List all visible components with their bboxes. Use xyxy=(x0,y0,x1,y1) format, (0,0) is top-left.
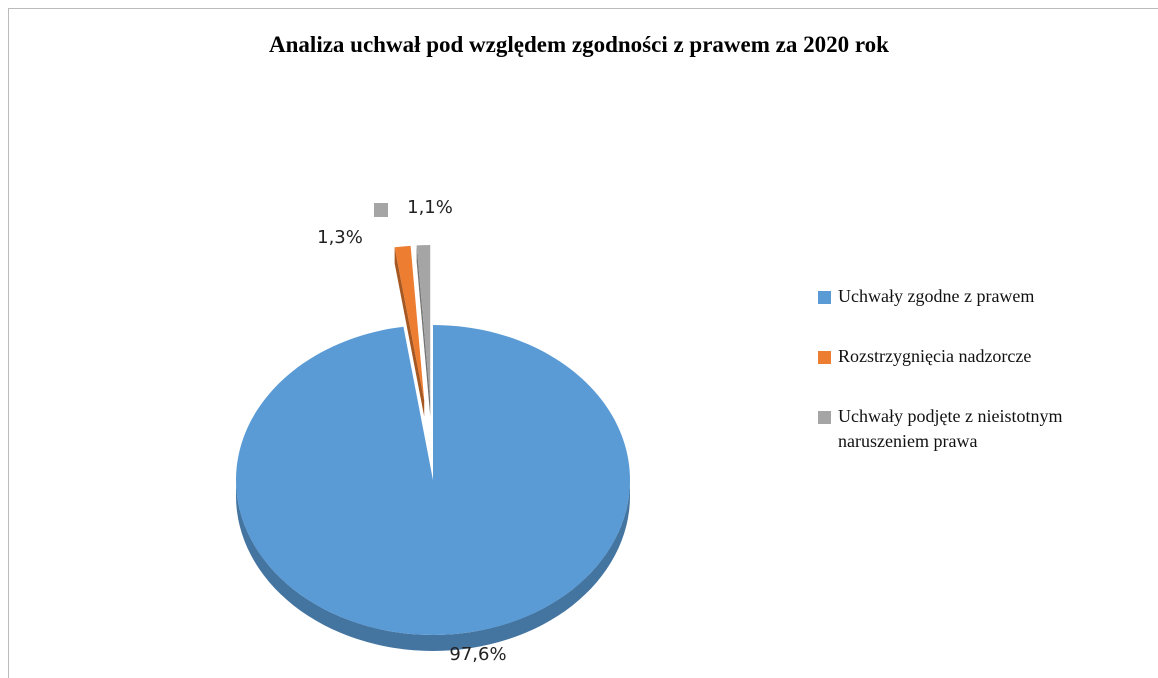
pie-slice-side xyxy=(394,247,425,417)
legend-label: Rozstrzygnięcia nadzorcze xyxy=(838,346,1032,366)
data-label: 1,1% xyxy=(407,197,453,218)
legend-item: Uchwały zgodne z prawem xyxy=(818,284,1148,309)
label-marker xyxy=(374,203,388,217)
pie-slice-group xyxy=(416,245,431,417)
pie-slice xyxy=(394,245,425,401)
pie-slice-group xyxy=(235,325,631,651)
legend-item: Rozstrzygnięcia nadzorcze xyxy=(818,344,1148,369)
pie-slice xyxy=(416,245,431,401)
legend-swatch xyxy=(818,291,831,304)
pie-slice-group xyxy=(394,245,425,417)
legend-label: Uchwały zgodne z prawem xyxy=(838,286,1035,306)
legend-swatch xyxy=(818,411,831,424)
legend-swatch xyxy=(818,351,831,364)
chart-border xyxy=(8,8,1158,678)
pie-slice xyxy=(235,325,631,636)
pie-slice-side xyxy=(416,245,431,417)
legend-item: Uchwały podjęte z nieistotnym naruszenie… xyxy=(818,404,1148,454)
data-label: 97,6% xyxy=(449,644,506,665)
data-label: 1,3% xyxy=(317,227,363,248)
legend-label: Uchwały podjęte z nieistotnym naruszenie… xyxy=(838,406,1063,451)
legend: Uchwały zgodne z prawem Rozstrzygnięcia n… xyxy=(818,284,1148,489)
pie xyxy=(235,245,631,651)
chart-title: Analiza uchwał pod względem zgodności z … xyxy=(269,32,889,57)
